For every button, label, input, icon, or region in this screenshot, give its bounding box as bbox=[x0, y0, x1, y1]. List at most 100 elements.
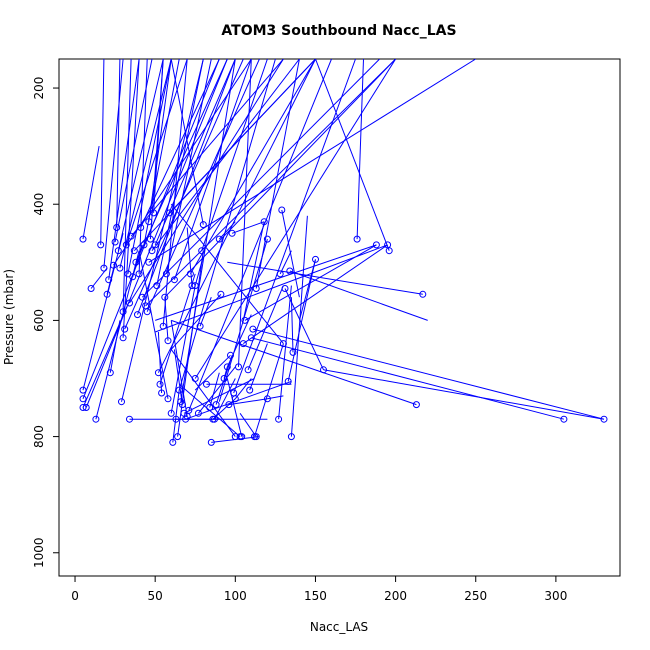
data-point bbox=[148, 247, 156, 255]
y-tick-label: 200 bbox=[32, 77, 46, 100]
data-point bbox=[174, 433, 182, 441]
data-point bbox=[105, 276, 113, 284]
series-segment bbox=[171, 319, 417, 406]
y-tick-label: 1000 bbox=[32, 537, 46, 568]
data-point bbox=[278, 206, 286, 214]
series-segment bbox=[82, 146, 100, 240]
data-point bbox=[231, 395, 239, 403]
data-point bbox=[244, 366, 252, 374]
data-point bbox=[217, 290, 225, 298]
series-segment bbox=[185, 380, 292, 420]
data-point bbox=[560, 415, 568, 423]
data-point bbox=[79, 404, 87, 411]
series-segment bbox=[201, 59, 268, 251]
data-point bbox=[207, 438, 215, 446]
series-segment bbox=[157, 331, 163, 394]
data-point bbox=[275, 415, 283, 423]
data-point bbox=[79, 395, 87, 403]
data-point bbox=[159, 322, 167, 330]
data-point bbox=[276, 270, 284, 278]
data-point bbox=[134, 311, 141, 319]
data-point bbox=[252, 285, 260, 292]
series-segment bbox=[356, 59, 364, 240]
data-point bbox=[122, 241, 130, 249]
series-segment bbox=[170, 320, 188, 417]
data-point bbox=[223, 363, 231, 371]
data-point bbox=[172, 415, 180, 423]
series-segment bbox=[247, 285, 284, 370]
series-segment bbox=[194, 256, 204, 286]
data-point bbox=[114, 247, 122, 255]
data-point bbox=[249, 325, 257, 333]
series-segment bbox=[162, 59, 188, 327]
data-point bbox=[372, 241, 380, 249]
series-segment bbox=[279, 250, 292, 275]
series-segment bbox=[231, 221, 265, 234]
data-point bbox=[239, 340, 247, 348]
data-point bbox=[279, 340, 287, 348]
series-segment bbox=[119, 59, 172, 269]
data-point bbox=[227, 351, 234, 359]
data-point bbox=[97, 241, 105, 249]
series-segment bbox=[148, 59, 172, 222]
x-tick-label: 250 bbox=[464, 589, 487, 603]
data-point bbox=[129, 273, 137, 281]
data-point bbox=[113, 224, 121, 231]
series-segment bbox=[239, 413, 257, 437]
series-segment bbox=[218, 238, 268, 402]
data-point bbox=[263, 235, 271, 243]
data-point bbox=[246, 386, 254, 394]
data-point bbox=[186, 270, 194, 278]
data-point bbox=[287, 433, 295, 441]
data-point bbox=[385, 247, 393, 255]
series-segment bbox=[228, 398, 268, 406]
data-point bbox=[145, 218, 153, 226]
series-segment bbox=[170, 59, 204, 225]
series-segment bbox=[227, 261, 423, 295]
data-point bbox=[235, 363, 242, 371]
data-point bbox=[121, 325, 129, 333]
data-point bbox=[260, 218, 268, 226]
series-segment bbox=[194, 59, 397, 379]
data-point bbox=[145, 258, 153, 266]
series-segment bbox=[153, 59, 164, 213]
data-point bbox=[225, 401, 233, 409]
series-segment bbox=[109, 320, 121, 373]
data-point bbox=[289, 348, 297, 356]
data-point bbox=[247, 334, 255, 342]
plot-border bbox=[58, 58, 621, 577]
series-segment bbox=[254, 343, 284, 437]
series-segment bbox=[323, 369, 605, 420]
data-point bbox=[191, 375, 199, 382]
data-point bbox=[110, 261, 117, 269]
data-point bbox=[196, 322, 204, 330]
x-tick-label: 150 bbox=[304, 589, 327, 603]
data-point bbox=[79, 386, 87, 394]
data-point bbox=[312, 255, 319, 263]
data-point bbox=[286, 267, 294, 275]
series-segment bbox=[298, 259, 316, 321]
data-point bbox=[166, 209, 174, 217]
data-point bbox=[320, 366, 327, 374]
series-segment bbox=[249, 343, 268, 391]
series-segment bbox=[290, 297, 294, 353]
x-tick-label: 200 bbox=[384, 589, 407, 603]
data-point bbox=[284, 377, 292, 385]
data-point bbox=[215, 235, 223, 243]
series-segment bbox=[238, 59, 252, 367]
data-point bbox=[146, 235, 154, 243]
x-axis-title: Nacc_LAS bbox=[310, 620, 368, 634]
series-segment bbox=[289, 270, 428, 321]
data-point bbox=[119, 308, 127, 316]
data-point bbox=[178, 401, 186, 409]
series-segment bbox=[159, 273, 196, 385]
series-segment bbox=[170, 285, 196, 414]
series-segment bbox=[132, 244, 143, 277]
data-point bbox=[126, 415, 133, 423]
data-point bbox=[154, 369, 162, 377]
data-point bbox=[138, 293, 146, 301]
data-point bbox=[164, 337, 172, 345]
series-segment bbox=[251, 337, 565, 420]
series-segment bbox=[154, 59, 236, 246]
